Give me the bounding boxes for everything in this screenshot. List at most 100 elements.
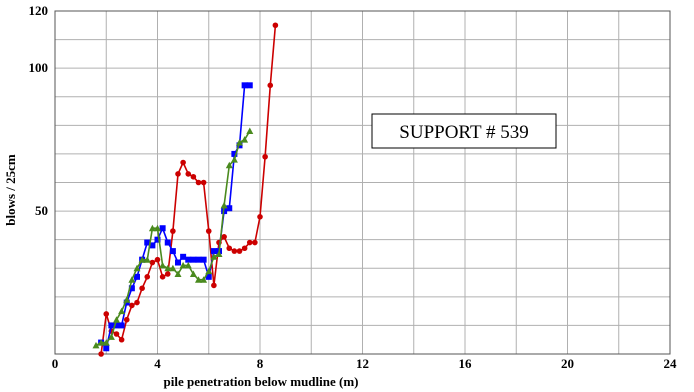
data-point (118, 336, 125, 343)
data-point (108, 322, 115, 329)
data-point (174, 270, 182, 277)
x-tick-label: 16 (459, 356, 473, 371)
data-point (143, 256, 151, 263)
data-point (149, 242, 156, 249)
data-point (159, 225, 166, 232)
data-point (92, 341, 100, 349)
data-point (184, 261, 192, 269)
data-point (144, 274, 151, 280)
data-point (195, 276, 202, 283)
data-point (200, 179, 207, 186)
data-point (246, 127, 254, 134)
data-point (97, 339, 105, 346)
x-tick-label: 20 (561, 356, 574, 371)
data-point (236, 248, 243, 254)
data-point (175, 171, 181, 177)
grid (54, 10, 671, 355)
data-point (221, 234, 227, 240)
data-point (107, 333, 115, 340)
data-point (231, 248, 238, 254)
data-point (113, 316, 120, 323)
data-point (185, 171, 192, 177)
y-axis-label: blows / 25cm (3, 154, 18, 226)
data-point (123, 296, 131, 303)
data-point (118, 322, 125, 329)
data-point (103, 311, 110, 317)
data-point (246, 239, 253, 246)
data-point (139, 285, 145, 292)
data-point (220, 201, 228, 209)
data-point (215, 250, 223, 257)
data-point (226, 205, 233, 212)
data-point (179, 261, 187, 269)
plot-area-frame (54, 10, 671, 355)
x-axis-label: pile penetration below mudline (m) (164, 374, 359, 389)
x-tick-label: 24 (664, 356, 678, 371)
data-point (154, 236, 161, 243)
data-point (185, 256, 192, 263)
x-tick-label: 4 (154, 356, 161, 371)
data-point (134, 299, 140, 306)
data-point (236, 139, 243, 146)
series-circle (98, 22, 279, 357)
data-point (246, 82, 253, 89)
x-tick-label: 12 (356, 356, 369, 371)
data-point (164, 264, 172, 272)
data-point (241, 136, 249, 143)
data-point (113, 331, 120, 337)
data-point (123, 316, 130, 323)
data-point (138, 256, 146, 263)
data-point (190, 173, 197, 180)
data-point (128, 276, 136, 283)
data-point (267, 82, 274, 89)
series-group (92, 22, 279, 357)
data-point (118, 307, 126, 315)
data-point (169, 264, 177, 272)
data-point (159, 261, 167, 269)
data-point (225, 161, 233, 169)
data-point (272, 22, 279, 29)
data-point (241, 245, 248, 252)
annotation-box: SUPPORT # 539 (371, 113, 557, 149)
data-point (164, 239, 171, 246)
data-point (149, 259, 156, 266)
data-point (170, 228, 176, 234)
x-tick-label: 8 (257, 356, 264, 371)
data-point (262, 153, 268, 160)
data-point (129, 302, 135, 309)
data-point (195, 179, 202, 186)
data-point (102, 339, 110, 346)
y-tick-label: 100 (29, 60, 49, 75)
data-point (241, 82, 248, 89)
x-tick-label: 0 (52, 356, 59, 371)
data-point (169, 248, 176, 255)
data-point (252, 239, 258, 246)
y-tick-label: 120 (29, 3, 49, 18)
data-point (113, 322, 120, 329)
data-point (154, 256, 161, 263)
data-point (144, 239, 151, 246)
data-point (257, 214, 263, 220)
data-point (154, 224, 161, 232)
data-point (134, 273, 140, 280)
data-point (189, 270, 197, 277)
data-point (195, 256, 202, 263)
data-point (226, 245, 233, 252)
data-point (205, 273, 212, 280)
data-point (210, 253, 218, 260)
data-point (164, 271, 171, 277)
y-tick-label: 50 (35, 203, 48, 218)
annotation-text: SUPPORT # 539 (399, 122, 528, 143)
data-point (211, 282, 217, 289)
data-point (190, 256, 197, 263)
data-point (103, 345, 110, 352)
data-point (180, 159, 186, 166)
tick-labels: 0 4 8 12 16 20 24 50 100 120 (29, 3, 678, 371)
data-point (133, 264, 141, 272)
data-point (180, 253, 187, 260)
data-point (231, 150, 238, 157)
data-point (210, 248, 217, 255)
data-point (205, 228, 212, 234)
data-point (128, 285, 135, 292)
